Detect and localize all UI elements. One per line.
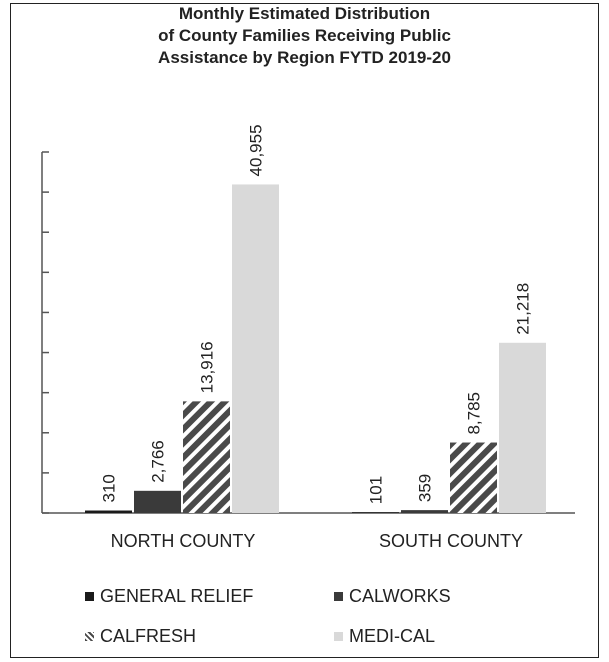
data-label: 359 [416, 474, 435, 502]
data-label: 8,785 [465, 392, 484, 435]
chart-title-line-1: Monthly Estimated Distribution [178, 4, 431, 23]
bar-calfresh-south-county [450, 442, 497, 513]
data-label: 310 [100, 474, 119, 502]
bar-calworks-south-county [401, 510, 448, 513]
chart-title-line-2: of County Families Receiving Public [158, 26, 451, 45]
bar-medi-cal-north-county [232, 184, 279, 513]
bar-medi-cal-south-county [499, 342, 546, 513]
chart-data-labels: 310 2,766 13,916 40,955 101 359 8,785 21,218 [100, 124, 533, 504]
data-label: 101 [367, 476, 386, 504]
chart-bars [85, 184, 546, 513]
data-label: 21,218 [514, 283, 533, 335]
bar-general-relief-south-county [352, 512, 399, 513]
chart-category-labels: NORTH COUNTY SOUTH COUNTY [111, 531, 523, 551]
bar-calworks-north-county [134, 490, 181, 513]
data-label: 13,916 [198, 341, 217, 393]
chart-title-line-3: Assistance by Region FYTD 2019-20 [158, 48, 451, 67]
category-label: NORTH COUNTY [111, 531, 256, 551]
bar-calfresh-north-county [183, 401, 230, 513]
data-label: 2,766 [149, 440, 168, 483]
bar-general-relief-north-county [85, 510, 132, 513]
category-label: SOUTH COUNTY [379, 531, 523, 551]
data-label: 40,955 [247, 124, 266, 176]
chart-title: Monthly Estimated Distribution of County… [0, 3, 609, 69]
chart-frame [10, 3, 599, 658]
